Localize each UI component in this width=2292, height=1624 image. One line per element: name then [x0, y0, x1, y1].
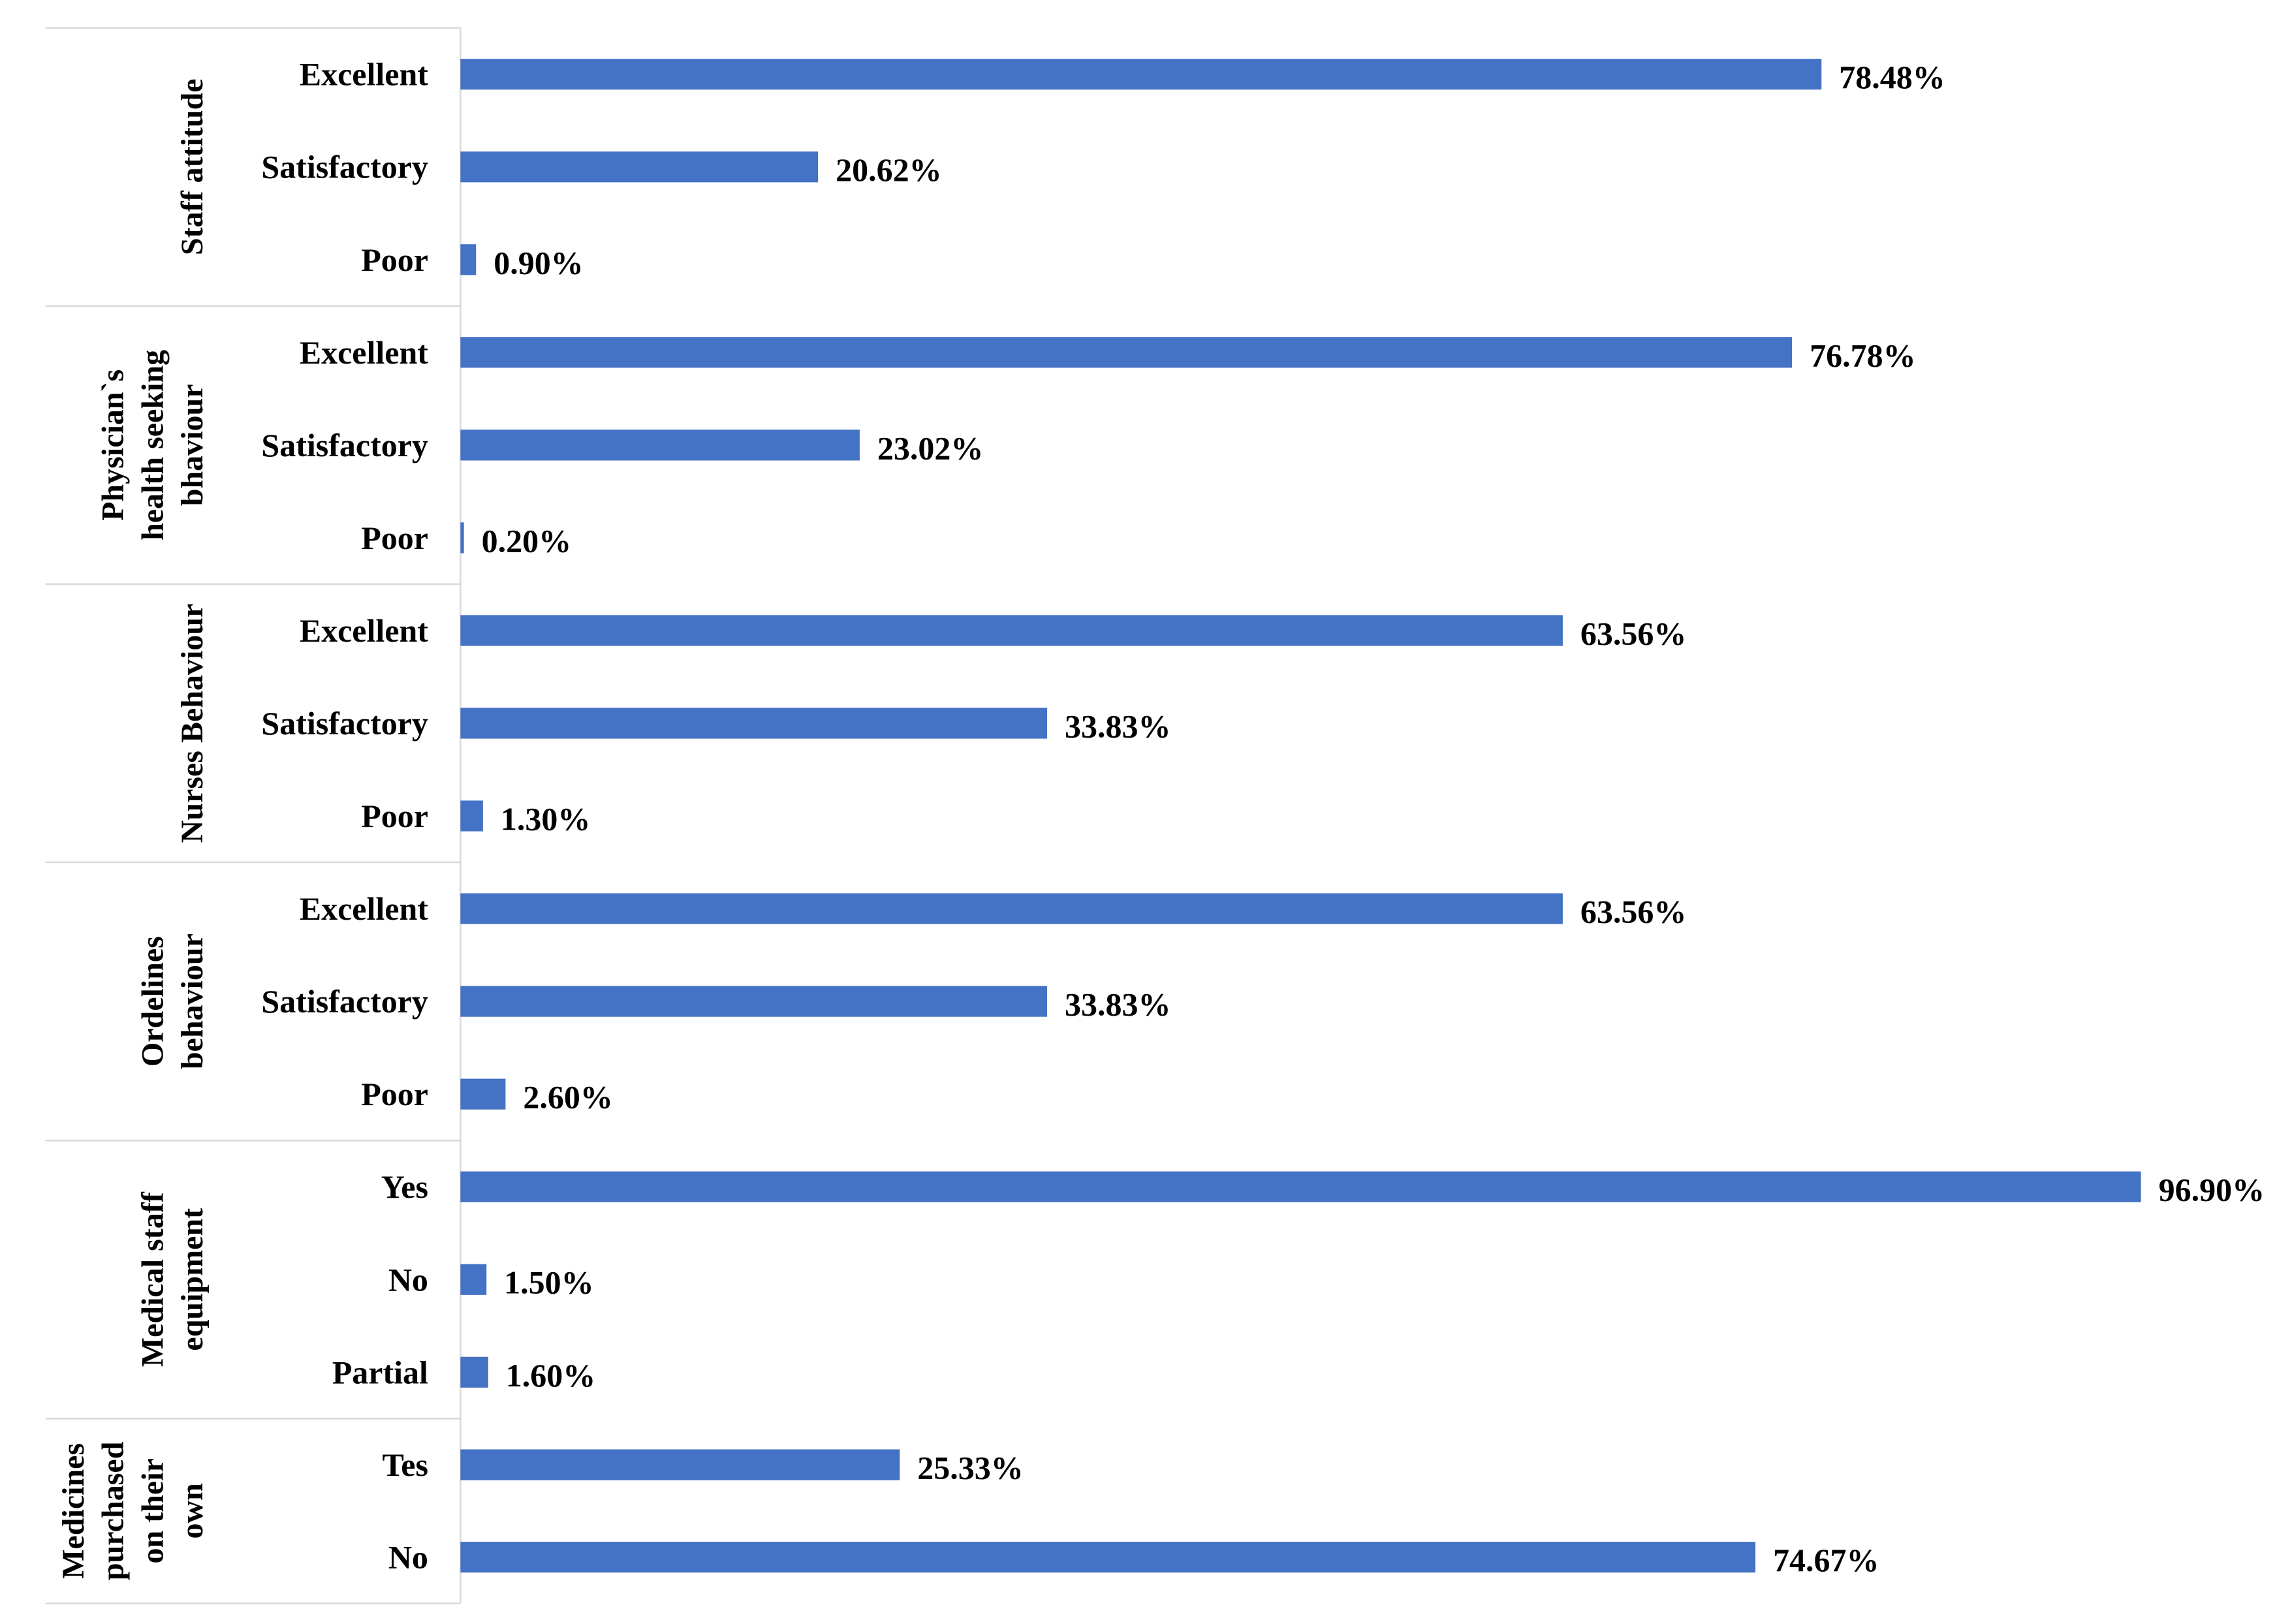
group-label-line: equipment — [175, 1208, 210, 1351]
group-label-line: Physician`s — [96, 369, 131, 521]
bar — [460, 151, 819, 183]
category-label: Excellent — [300, 890, 429, 927]
category-label: Satisfactory — [261, 705, 428, 742]
group-label: Physician`s health seeking bhaviour — [96, 350, 210, 540]
value-label: 0.20% — [482, 522, 572, 559]
category-label: Satisfactory — [261, 149, 428, 185]
category-label: Tes — [383, 1446, 428, 1483]
value-label: 23.02% — [877, 429, 984, 466]
group-label-line: Ordelines — [135, 936, 170, 1067]
group-label-line: purchased — [96, 1441, 131, 1580]
group-label-line: health seeking — [135, 350, 170, 540]
category-label: Poor — [361, 1076, 428, 1112]
bars — [460, 59, 2141, 1573]
group-label-line: Staff attitude — [175, 78, 210, 255]
value-label: 1.30% — [501, 801, 591, 837]
group-label-line: on their — [135, 1458, 170, 1563]
bar — [460, 1449, 900, 1480]
category-label: Poor — [361, 520, 428, 556]
bar — [460, 244, 477, 275]
value-label: 25.33% — [917, 1450, 1024, 1486]
category-axis-frame — [45, 27, 462, 1604]
category-labels: Excellent Satisfactory Poor Excellent Satisf… — [261, 56, 428, 1576]
bar — [460, 893, 1563, 924]
category-label: Excellent — [300, 56, 429, 93]
category-label: No — [388, 1539, 428, 1576]
value-label: 78.48% — [1839, 59, 1945, 95]
group-label-line: Medical staff — [135, 1191, 170, 1367]
category-label: Satisfactory — [261, 983, 428, 1020]
category-label: Poor — [361, 798, 428, 834]
group-label: Nurses Behaviour — [175, 604, 210, 843]
value-label: 74.67% — [1773, 1542, 1879, 1578]
bar — [460, 59, 1822, 90]
category-label: Excellent — [300, 334, 429, 371]
group-label: Medical staff equipment — [135, 1191, 210, 1367]
value-label: 0.90% — [494, 244, 584, 281]
group-label-line: Nurses Behaviour — [175, 604, 210, 843]
group-label: Staff attitude — [175, 78, 210, 255]
bar — [460, 1078, 506, 1110]
category-label: Poor — [361, 242, 428, 278]
group-label-line: own — [175, 1483, 210, 1538]
category-label: No — [388, 1261, 428, 1298]
bar — [460, 615, 1563, 646]
value-label: 33.83% — [1065, 708, 1171, 744]
value-label: 96.90% — [2159, 1172, 2265, 1208]
group-label-line: behaviour — [175, 933, 210, 1069]
value-label: 63.56% — [1580, 615, 1687, 651]
bar — [460, 1542, 1756, 1573]
group-label: Ordelines behaviour — [135, 933, 210, 1069]
value-label: 63.56% — [1580, 894, 1687, 930]
bar — [460, 1264, 487, 1295]
group-label-line: Medicines — [56, 1443, 91, 1579]
bar — [460, 800, 483, 832]
category-label: Partial — [332, 1354, 428, 1390]
value-label: 20.62% — [836, 151, 942, 188]
category-label: Yes — [381, 1168, 428, 1205]
bar — [460, 1356, 488, 1388]
bar — [460, 429, 860, 461]
bar — [460, 986, 1048, 1017]
category-label: Excellent — [300, 612, 429, 649]
value-label: 2.60% — [523, 1079, 613, 1116]
category-label: Satisfactory — [261, 427, 428, 463]
value-label: 1.60% — [506, 1357, 596, 1394]
group-label-line: bhaviour — [175, 384, 210, 507]
bar — [460, 522, 464, 554]
value-label: 33.83% — [1065, 986, 1171, 1023]
bar — [460, 1171, 2141, 1202]
group-label: Medicines purchased on their own — [56, 1441, 210, 1580]
bar — [460, 708, 1048, 739]
value-labels: 78.48% 20.62% 0.90% 76.78% 23.02% 0.20% 63.56%… — [482, 59, 2265, 1578]
value-label: 1.50% — [504, 1264, 594, 1301]
bar — [460, 337, 1793, 368]
value-label: 76.78% — [1810, 337, 1916, 373]
